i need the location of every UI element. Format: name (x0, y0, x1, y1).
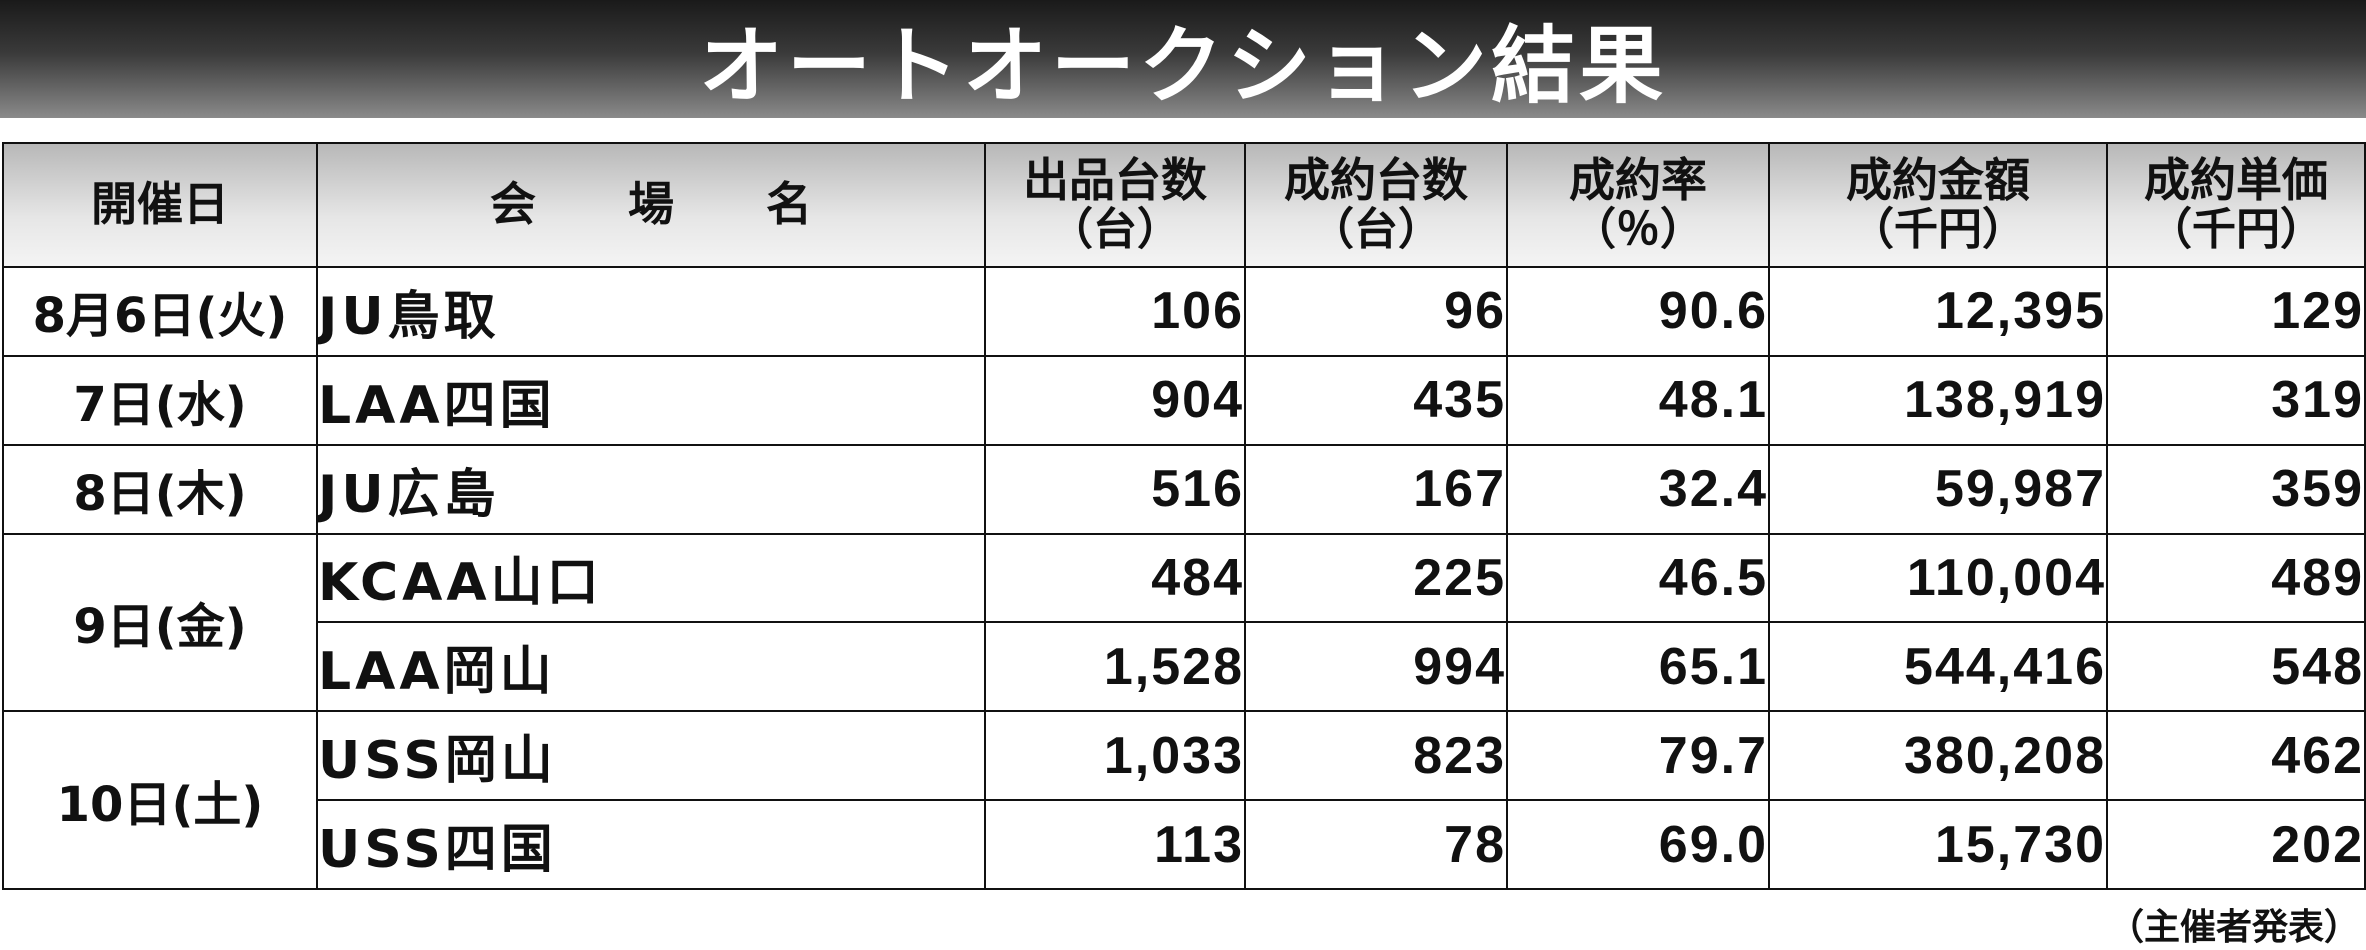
amount-cell: 138,919 (1768, 354, 2108, 446)
table-row: 7日(水) LAA四国 904 435 48.1 138,919 319 (2, 354, 2366, 446)
listed-cell: 106 (984, 266, 1246, 357)
header-row: 開催日 会 場 名 出品台数 （台） 成約台数 （台） 成約率 （％） 成約金額 （千円… (2, 142, 2366, 268)
results-table: 開催日 会 場 名 出品台数 （台） 成約台数 （台） 成約率 （％） 成約金額 （千円… (2, 142, 2366, 890)
venue-cell: LAA四国 (316, 354, 986, 446)
date-cell: 8月6日(火) (2, 266, 318, 357)
table-row: 9日(金) KCAA山口 484 225 46.5 110,004 489 (2, 532, 2366, 713)
venue-cell: USS四国 (316, 799, 986, 890)
listed-cell: 1,033 (984, 710, 1246, 802)
sold-cell: 994 (1244, 621, 1508, 713)
header-rate: 成約率 （％） (1506, 142, 1770, 268)
venue-cell: JU広島 (316, 443, 986, 535)
header-listed: 出品台数 （台） (984, 142, 1246, 268)
header-sold: 成約台数 （台） (1244, 142, 1508, 268)
rate-cell: 48.1 (1506, 354, 1770, 446)
sold-cell: 167 (1244, 443, 1508, 535)
sold-cell: 435 (1244, 354, 1508, 446)
unit-cell: 319 (2106, 354, 2366, 446)
table-row: 10日(土) USS岡山 1,033 823 79.7 380,208 462 (2, 710, 2366, 890)
listed-cell: 113 (984, 799, 1246, 890)
sold-cell: 823 (1244, 710, 1508, 802)
amount-cell: 544,416 (1768, 621, 2108, 713)
venue-cell: USS岡山 (316, 710, 986, 802)
amount-cell: 380,208 (1768, 710, 2108, 802)
title-bar: オートオークション結果 (0, 0, 2366, 118)
unit-cell: 129 (2106, 266, 2366, 357)
rate-cell: 79.7 (1506, 710, 1770, 802)
sold-cell: 225 (1244, 532, 1508, 624)
header-venue: 会 場 名 (316, 142, 986, 268)
venue-cell: JU鳥取 (316, 266, 986, 357)
header-date: 開催日 (2, 142, 318, 268)
date-cell: 9日(金) (2, 532, 318, 713)
rate-cell: 65.1 (1506, 621, 1770, 713)
unit-cell: 489 (2106, 532, 2366, 624)
date-cell: 8日(木) (2, 443, 318, 535)
table-row: 8月6日(火) JU鳥取 106 96 90.6 12,395 129 (2, 266, 2366, 357)
unit-cell: 202 (2106, 799, 2366, 890)
unit-cell: 359 (2106, 443, 2366, 535)
page-title: オートオークション結果 (698, 16, 1667, 115)
rate-cell: 90.6 (1506, 266, 1770, 357)
table-row: LAA岡山 1,528 994 65.1 544,416 548 (3, 621, 2366, 713)
unit-cell: 462 (2106, 710, 2366, 802)
amount-cell: 110,004 (1768, 532, 2108, 624)
header-unit: 成約単価 （千円） (2106, 142, 2366, 268)
amount-cell: 15,730 (1768, 799, 2108, 890)
unit-cell: 548 (2106, 621, 2366, 713)
date-cell: 10日(土) (2, 710, 318, 890)
source-note: （主催者発表） (2107, 907, 2360, 948)
sold-cell: 96 (1244, 266, 1508, 357)
sold-cell: 78 (1244, 799, 1508, 890)
rate-cell: 69.0 (1506, 799, 1770, 890)
rate-cell: 46.5 (1506, 532, 1770, 624)
listed-cell: 516 (984, 443, 1246, 535)
listed-cell: 904 (984, 354, 1246, 446)
date-cell: 7日(水) (2, 354, 318, 446)
table-row: 8日(木) JU広島 516 167 32.4 59,987 359 (2, 443, 2366, 535)
venue-cell: LAA岡山 (316, 621, 986, 713)
header-amount: 成約金額 （千円） (1768, 142, 2108, 268)
table-row: USS四国 113 78 69.0 15,730 202 (3, 799, 2366, 890)
listed-cell: 484 (984, 532, 1246, 624)
listed-cell: 1,528 (984, 621, 1246, 713)
venue-cell: KCAA山口 (316, 532, 986, 624)
amount-cell: 12,395 (1768, 266, 2108, 357)
amount-cell: 59,987 (1768, 443, 2108, 535)
rate-cell: 32.4 (1506, 443, 1770, 535)
